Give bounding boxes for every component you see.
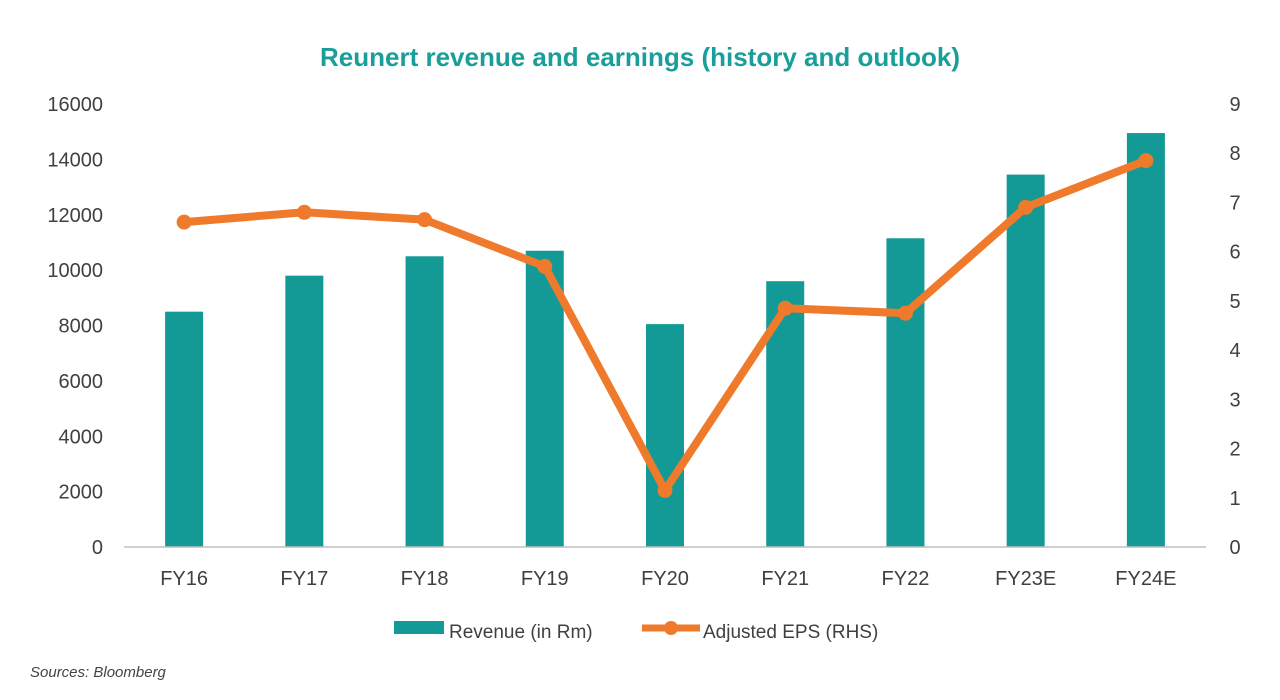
eps-point-FY17 [296, 204, 312, 220]
legend-swatch-revenue [394, 621, 444, 634]
legend-swatch-eps-marker [664, 621, 678, 635]
x-tick-label: FY22 [882, 568, 930, 590]
y-left-tick-label: 16000 [47, 94, 103, 116]
eps-point-FY16 [176, 214, 192, 230]
bar-FY22 [886, 238, 925, 548]
right-axis-ticks: 0 1 2 3 4 5 6 7 8 9 [1229, 94, 1240, 559]
x-tick-label: FY16 [160, 568, 208, 590]
y-right-tick-label: 4 [1229, 340, 1240, 362]
bar-FY24E [1126, 133, 1165, 547]
bar-FY17 [285, 275, 324, 547]
y-right-tick-label: 8 [1229, 143, 1240, 165]
legend-label-revenue: Revenue (in Rm) [449, 622, 593, 643]
left-axis-ticks: 0 2000 4000 6000 8000 10000 12000 14000 16000 [47, 94, 103, 559]
eps-point-FY18 [417, 212, 433, 228]
bar-FY20 [646, 324, 684, 547]
eps-point-FY23E [1018, 199, 1034, 215]
bar-FY18 [405, 256, 444, 547]
bar-FY16 [165, 311, 204, 547]
eps-point-FY22 [897, 305, 913, 321]
y-right-tick-label: 9 [1229, 94, 1240, 116]
y-left-tick-label: 10000 [47, 260, 103, 282]
x-tick-label: FY21 [761, 568, 809, 590]
y-right-tick-label: 2 [1229, 439, 1240, 461]
eps-line-layer [176, 153, 1154, 498]
y-right-tick-label: 3 [1229, 389, 1240, 411]
x-axis-ticks: FY16 FY17 FY18 FY19 FY20 FY21 FY22 FY23E FY24E [160, 568, 1176, 590]
y-left-tick-label: 8000 [59, 316, 104, 338]
y-left-tick-label: 2000 [59, 482, 104, 504]
x-tick-label: FY19 [521, 568, 569, 590]
eps-point-FY24E [1138, 153, 1154, 169]
bar-FY23E [1006, 174, 1045, 547]
source-note: Sources: Bloomberg [30, 664, 166, 681]
bars-layer [165, 133, 1165, 548]
eps-point-FY21 [777, 300, 793, 316]
x-tick-label: FY20 [641, 568, 689, 590]
y-left-tick-label: 6000 [59, 371, 104, 393]
y-left-tick-label: 14000 [47, 149, 103, 171]
y-right-tick-label: 6 [1229, 242, 1240, 264]
y-left-tick-label: 12000 [47, 205, 103, 227]
x-tick-label: FY17 [280, 568, 328, 590]
x-tick-label: FY23E [995, 568, 1056, 590]
y-right-tick-label: 1 [1229, 488, 1240, 510]
y-right-tick-label: 5 [1229, 291, 1240, 313]
legend-label-eps: Adjusted EPS (RHS) [703, 622, 878, 643]
y-right-tick-label: 0 [1229, 537, 1240, 559]
y-right-tick-label: 7 [1229, 192, 1240, 214]
eps-point-FY20 [657, 482, 673, 498]
x-tick-label: FY18 [401, 568, 449, 590]
eps-point-FY19 [537, 258, 553, 274]
y-left-tick-label: 4000 [59, 426, 104, 448]
bar-FY19 [525, 250, 564, 547]
x-tick-label: FY24E [1115, 568, 1176, 590]
bar-FY21 [766, 281, 805, 547]
y-left-tick-label: 0 [92, 537, 103, 559]
chart-title: Reunert revenue and earnings (history an… [320, 42, 960, 72]
legend: Revenue (in Rm) Adjusted EPS (RHS) [394, 621, 878, 643]
